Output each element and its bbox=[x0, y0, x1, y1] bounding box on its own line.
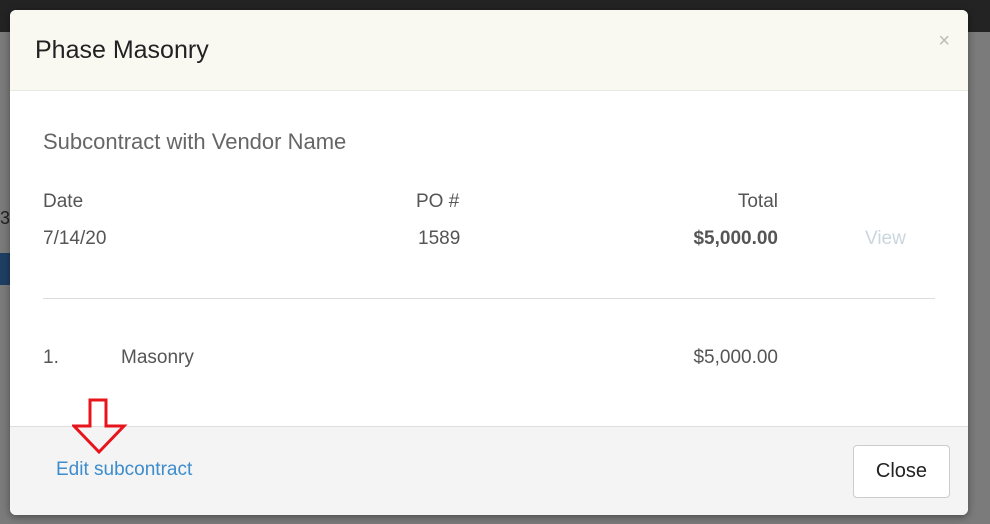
po-value: 1589 bbox=[418, 228, 461, 249]
date-value: 7/14/20 bbox=[43, 228, 107, 249]
edit-subcontract-link[interactable]: Edit subcontract bbox=[56, 459, 193, 480]
close-button[interactable]: Close bbox=[853, 445, 950, 498]
line-item-amount: $5,000.00 bbox=[693, 347, 778, 368]
modal-title: Phase Masonry bbox=[35, 36, 209, 64]
subcontract-heading: Subcontract with Vendor Name bbox=[43, 129, 347, 154]
background-blue-bar bbox=[0, 253, 12, 285]
total-value: $5,000.00 bbox=[693, 228, 778, 249]
date-header: Date bbox=[43, 191, 84, 212]
modal-header: Phase Masonry × bbox=[10, 10, 968, 91]
divider bbox=[43, 298, 935, 299]
phase-modal: Phase Masonry × Subcontract with Vendor … bbox=[10, 10, 968, 515]
total-header: Total bbox=[737, 191, 778, 212]
po-header: PO # bbox=[416, 191, 460, 212]
line-item-name: Masonry bbox=[121, 347, 194, 368]
close-icon[interactable]: × bbox=[938, 30, 950, 52]
modal-footer: Edit subcontract Close bbox=[10, 426, 968, 515]
view-link[interactable]: View bbox=[865, 228, 906, 249]
line-item-number: 1. bbox=[43, 347, 59, 368]
background-text: 3 bbox=[0, 208, 11, 228]
red-arrow-down-icon bbox=[72, 398, 128, 455]
